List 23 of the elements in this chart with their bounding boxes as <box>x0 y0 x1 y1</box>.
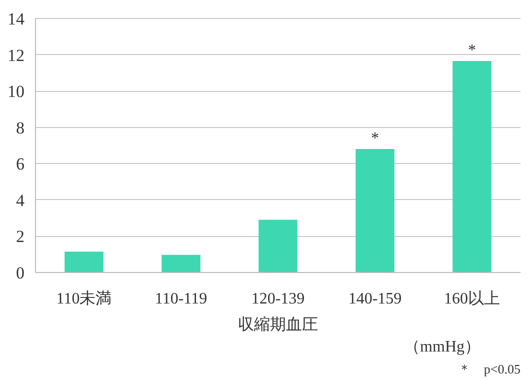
x-tick-label: 110-119 <box>154 290 208 308</box>
annotation: * <box>468 42 476 59</box>
x-tick-label: 110未満 <box>56 290 112 308</box>
x-tick-label: 140-159 <box>348 290 402 308</box>
bar <box>258 220 298 272</box>
y-tick-label: 4 <box>16 190 25 210</box>
y-tick-label: 0 <box>16 264 24 282</box>
text: （mmHg） <box>404 338 481 356</box>
y-tick-label: 2 <box>16 227 24 246</box>
y-tick-label: 10 <box>8 82 24 102</box>
bar <box>162 254 200 272</box>
y-tick-label: 6 <box>16 154 24 174</box>
bar <box>64 252 104 272</box>
x-tick-label: 120-139 <box>251 290 305 308</box>
bar <box>452 60 492 272</box>
text: ＊ p<0.05 <box>458 362 521 376</box>
y-tick-label: 14 <box>8 10 25 28</box>
x-axis-title: 収縮期血圧 <box>238 316 318 334</box>
annotation: * <box>371 130 379 147</box>
y-tick-label: 8 <box>16 118 24 138</box>
bar <box>356 148 394 272</box>
x-tick-label: 160以上 <box>444 290 500 308</box>
y-tick-label: 12 <box>8 46 24 65</box>
